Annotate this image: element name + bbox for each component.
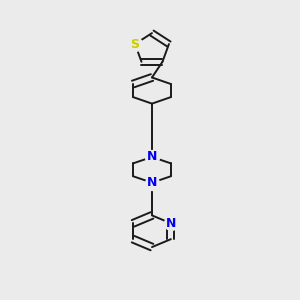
Text: N: N	[147, 150, 157, 164]
Text: N: N	[166, 217, 176, 230]
Text: N: N	[147, 176, 157, 189]
Text: S: S	[130, 38, 140, 50]
